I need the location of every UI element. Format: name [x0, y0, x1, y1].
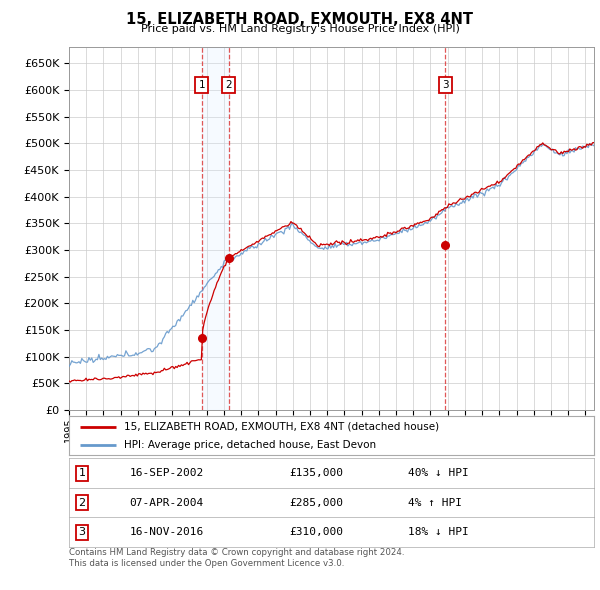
- Text: 16-NOV-2016: 16-NOV-2016: [130, 527, 203, 537]
- Text: Contains HM Land Registry data © Crown copyright and database right 2024.
This d: Contains HM Land Registry data © Crown c…: [69, 548, 404, 568]
- Text: 15, ELIZABETH ROAD, EXMOUTH, EX8 4NT (detached house): 15, ELIZABETH ROAD, EXMOUTH, EX8 4NT (de…: [124, 422, 439, 432]
- Text: 40% ↓ HPI: 40% ↓ HPI: [407, 468, 469, 478]
- Text: Price paid vs. HM Land Registry's House Price Index (HPI): Price paid vs. HM Land Registry's House …: [140, 24, 460, 34]
- Text: 07-APR-2004: 07-APR-2004: [130, 498, 203, 507]
- Bar: [202, 47, 229, 410]
- Text: £310,000: £310,000: [290, 527, 343, 537]
- Text: 1: 1: [79, 468, 86, 478]
- Text: £285,000: £285,000: [290, 498, 343, 507]
- Text: 3: 3: [442, 80, 449, 90]
- Text: HPI: Average price, detached house, East Devon: HPI: Average price, detached house, East…: [124, 440, 376, 450]
- Text: 3: 3: [79, 527, 86, 537]
- Text: 4% ↑ HPI: 4% ↑ HPI: [407, 498, 461, 507]
- Text: 15, ELIZABETH ROAD, EXMOUTH, EX8 4NT: 15, ELIZABETH ROAD, EXMOUTH, EX8 4NT: [127, 12, 473, 27]
- Text: 18% ↓ HPI: 18% ↓ HPI: [407, 527, 469, 537]
- Text: 16-SEP-2002: 16-SEP-2002: [130, 468, 203, 478]
- Text: 2: 2: [225, 80, 232, 90]
- Text: 2: 2: [79, 498, 86, 507]
- Text: 1: 1: [199, 80, 205, 90]
- Text: £135,000: £135,000: [290, 468, 343, 478]
